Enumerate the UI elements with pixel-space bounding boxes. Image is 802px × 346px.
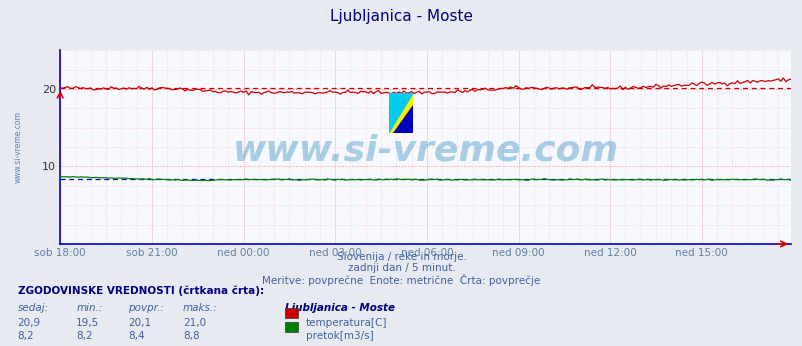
Text: povpr.:: povpr.:	[128, 303, 164, 313]
Polygon shape	[388, 93, 412, 133]
Text: Ljubljanica - Moste: Ljubljanica - Moste	[285, 303, 395, 313]
Text: min.:: min.:	[76, 303, 103, 313]
Text: 8,2: 8,2	[76, 331, 93, 342]
Text: 20,1: 20,1	[128, 318, 152, 328]
Text: 21,0: 21,0	[183, 318, 206, 328]
Text: pretok[m3/s]: pretok[m3/s]	[306, 331, 373, 342]
Text: temperatura[C]: temperatura[C]	[306, 318, 387, 328]
Text: 19,5: 19,5	[76, 318, 99, 328]
Text: Ljubljanica - Moste: Ljubljanica - Moste	[330, 9, 472, 24]
Text: 8,2: 8,2	[18, 331, 34, 342]
Text: ZGODOVINSKE VREDNOSTI (črtkana črta):: ZGODOVINSKE VREDNOSTI (črtkana črta):	[18, 285, 264, 296]
Text: 8,4: 8,4	[128, 331, 145, 342]
Polygon shape	[393, 106, 412, 133]
Text: 20,9: 20,9	[18, 318, 41, 328]
Text: Meritve: povprečne  Enote: metrične  Črta: povprečje: Meritve: povprečne Enote: metrične Črta:…	[262, 274, 540, 286]
Text: sedaj:: sedaj:	[18, 303, 49, 313]
Text: www.si-vreme.com: www.si-vreme.com	[233, 134, 618, 168]
Text: www.si-vreme.com: www.si-vreme.com	[14, 111, 22, 183]
Text: zadnji dan / 5 minut.: zadnji dan / 5 minut.	[347, 263, 455, 273]
Text: Slovenija / reke in morje.: Slovenija / reke in morje.	[336, 252, 466, 262]
Text: 8,8: 8,8	[183, 331, 200, 342]
Text: maks.:: maks.:	[183, 303, 217, 313]
Polygon shape	[388, 93, 412, 133]
